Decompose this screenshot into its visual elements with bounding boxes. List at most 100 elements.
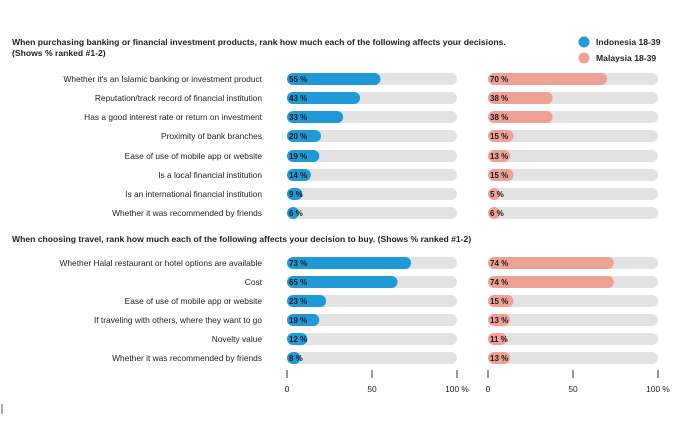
- category-label: Is an international financial institutio…: [125, 189, 262, 199]
- data-label: 12 %: [289, 335, 307, 344]
- bar-indonesia: [287, 276, 398, 288]
- bar-malaysia: [488, 352, 511, 364]
- data-label: 9 %: [289, 190, 303, 199]
- category-label: Whether Halal restaurant or hotel option…: [59, 258, 262, 268]
- bar-track: [287, 188, 457, 200]
- bar-track: [287, 150, 457, 162]
- bar-indonesia: [287, 295, 327, 307]
- bar-malaysia: [488, 73, 607, 85]
- data-label: 11 %: [490, 335, 508, 344]
- bar-indonesia: [287, 352, 301, 364]
- data-label: 15 %: [490, 297, 508, 306]
- category-label: Ease of use of mobile app or website: [125, 296, 263, 306]
- category-label: Has a good interest rate or return on in…: [84, 112, 263, 122]
- category-label: Whether it was recommended by friends: [112, 208, 262, 218]
- data-label: 33 %: [289, 113, 307, 122]
- data-label: 19 %: [289, 316, 307, 325]
- bar-malaysia: [488, 188, 500, 200]
- category-label: Novelty value: [212, 334, 263, 344]
- bar-track: [287, 169, 457, 181]
- data-label: 20 %: [289, 132, 307, 141]
- bar-indonesia: [287, 207, 299, 219]
- axis-tick-label: 100 %: [445, 384, 469, 394]
- bar-track: [287, 352, 457, 364]
- data-label: 74 %: [490, 259, 508, 268]
- data-label: 8 %: [289, 354, 303, 363]
- bar-indonesia: [287, 314, 320, 326]
- axis-tick-label: 50: [568, 384, 578, 394]
- bar-malaysia: [488, 169, 514, 181]
- category-label: Proximity of bank branches: [161, 131, 262, 141]
- bar-indonesia: [287, 150, 320, 162]
- bar-track: [488, 333, 658, 345]
- bar-track: [488, 314, 658, 326]
- data-label: 38 %: [490, 113, 508, 122]
- axis-tick-label: 100 %: [646, 384, 670, 394]
- data-label: 65 %: [289, 278, 307, 287]
- bar-track: [488, 207, 658, 219]
- bar-indonesia: [287, 333, 308, 345]
- category-label: Reputation/track record of financial ins…: [95, 93, 262, 103]
- bar-malaysia: [488, 92, 553, 104]
- category-label: Ease of use of mobile app or website: [125, 151, 263, 161]
- data-label: 6 %: [490, 209, 504, 218]
- data-label: 19 %: [289, 152, 307, 161]
- axis-tick-label: 0: [486, 384, 491, 394]
- bar-malaysia: [488, 150, 511, 162]
- category-label: Is a local financial institution: [158, 170, 262, 180]
- legend-swatch-malaysia: [578, 52, 590, 64]
- bar-indonesia: [287, 169, 311, 181]
- bar-track: [488, 188, 658, 200]
- data-label: 13 %: [490, 152, 508, 161]
- bar-malaysia: [488, 130, 514, 142]
- bar-track: [488, 295, 658, 307]
- bar-track: [488, 352, 658, 364]
- bar-track: [287, 207, 457, 219]
- bar-indonesia: [287, 92, 361, 104]
- bar-malaysia: [488, 333, 507, 345]
- data-label: 13 %: [490, 354, 508, 363]
- bar-indonesia: [287, 111, 344, 123]
- axis-tick-label: 50: [367, 384, 377, 394]
- data-label: 14 %: [289, 171, 307, 180]
- data-label: 74 %: [490, 278, 508, 287]
- bar-malaysia: [488, 295, 514, 307]
- category-label: Cost: [245, 277, 263, 287]
- category-label: Whether it's an Islamic banking or inves…: [63, 74, 262, 84]
- bar-malaysia: [488, 111, 553, 123]
- bar-track: [488, 130, 658, 142]
- chart-title: When choosing travel, rank how much each…: [12, 234, 471, 244]
- data-label: 55 %: [289, 75, 307, 84]
- chart-title: When purchasing banking or financial inv…: [12, 37, 506, 47]
- bar-track: [287, 130, 457, 142]
- bar-track: [488, 150, 658, 162]
- bar-malaysia: [488, 257, 614, 269]
- data-label: 6 %: [289, 209, 303, 218]
- bar-indonesia: [287, 188, 303, 200]
- data-label: 73 %: [289, 259, 307, 268]
- bar-malaysia: [488, 207, 500, 219]
- legend-swatch-indonesia: [578, 36, 590, 48]
- data-label: 43 %: [289, 94, 307, 103]
- data-label: 15 %: [490, 171, 508, 180]
- bar-indonesia: [287, 73, 381, 85]
- legend-label: Indonesia 18-39: [596, 37, 661, 47]
- data-label: 13 %: [490, 316, 508, 325]
- bar-malaysia: [488, 276, 614, 288]
- data-label: 70 %: [490, 75, 508, 84]
- bar-indonesia: [287, 130, 321, 142]
- bar-track: [488, 169, 658, 181]
- bar-malaysia: [488, 314, 511, 326]
- data-label: 38 %: [490, 94, 508, 103]
- bar-track: [287, 295, 457, 307]
- bar-track: [287, 314, 457, 326]
- data-label: 5 %: [490, 190, 504, 199]
- axis-tick-label: 0: [285, 384, 290, 394]
- data-label: 15 %: [490, 132, 508, 141]
- bar-indonesia: [287, 257, 412, 269]
- bar-track: [287, 333, 457, 345]
- legend-label: Malaysia 18-39: [596, 53, 656, 63]
- data-label: 23 %: [289, 297, 307, 306]
